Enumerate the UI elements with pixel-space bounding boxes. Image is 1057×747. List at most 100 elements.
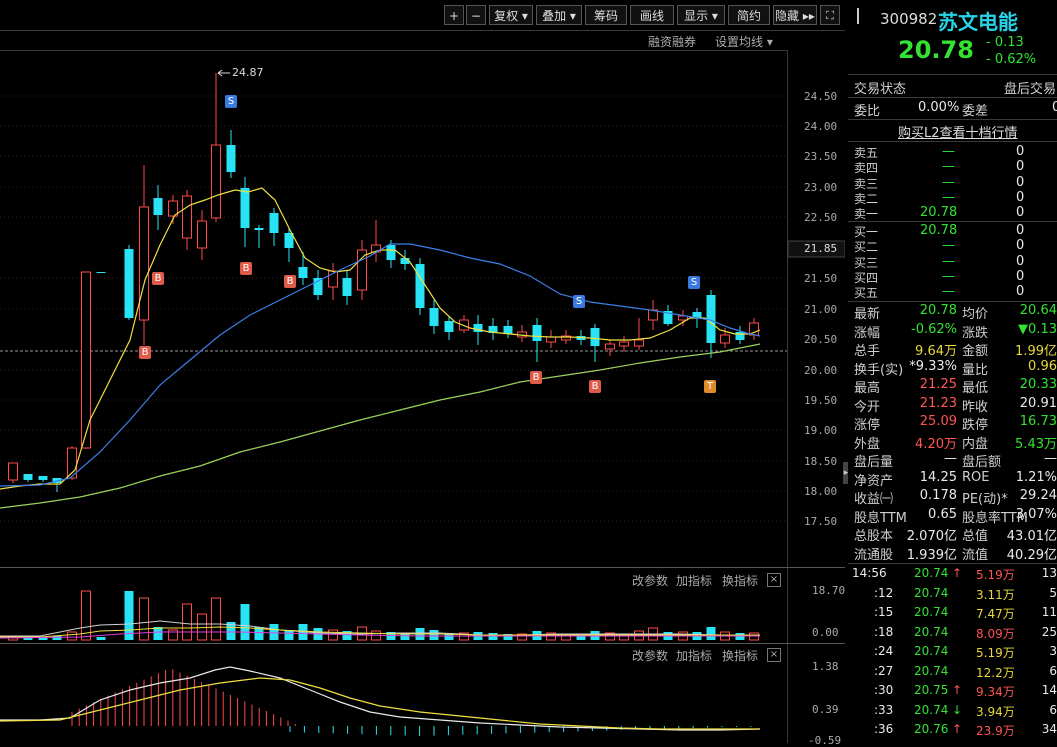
vol-huanzhibiao-link[interactable]: 换指标 bbox=[722, 574, 759, 588]
stock-name: 苏文电能 bbox=[938, 10, 1018, 34]
buy-signal-icon[interactable]: B bbox=[589, 380, 601, 393]
tick-row[interactable]: 14:56 20.74 ↑ 5.19万 13 bbox=[848, 565, 1057, 585]
orderbook-volume: 0 bbox=[1016, 144, 1025, 159]
stat-value: 20.33 bbox=[1019, 377, 1057, 392]
price-tick: 17.50 bbox=[804, 515, 838, 528]
tick-count: 6 bbox=[1049, 663, 1057, 678]
macd-jiazhibiao-link[interactable]: 加指标 bbox=[676, 649, 713, 663]
buy-signal-icon[interactable]: B bbox=[139, 346, 151, 359]
tick-row[interactable]: :24 20.74 5.19万 3 bbox=[848, 643, 1057, 663]
macd-gaicanshu-link[interactable]: 改参数 bbox=[632, 649, 669, 663]
fuquan-button[interactable]: 复权 ▾ bbox=[489, 5, 533, 25]
stat-value: 20.78 bbox=[919, 303, 957, 318]
orderbook-volume: 0 bbox=[1016, 189, 1025, 205]
tick-price: 20.75 bbox=[914, 683, 949, 697]
price-tick: 21.50 bbox=[804, 272, 838, 285]
tick-row[interactable]: :18 20.74 8.09万 25 bbox=[848, 624, 1057, 644]
quote-panel: 300982 苏文电能 20.78 - 0.13 - 0.62% 交易状态 盘后… bbox=[848, 0, 1057, 743]
tick-count: 13 bbox=[1041, 566, 1057, 580]
tick-time: :36 bbox=[874, 722, 894, 736]
stat-label: 跌停 bbox=[962, 418, 989, 433]
orderbook-price: — bbox=[942, 159, 955, 175]
volume-bar bbox=[226, 622, 236, 640]
orderbook-row: 卖二 — 0 bbox=[848, 189, 1057, 206]
t-signal-icon[interactable]: T bbox=[704, 380, 716, 393]
macd-axis-tick: 0.39 bbox=[812, 703, 839, 716]
candle-body bbox=[357, 249, 367, 291]
macd-huanzhibiao-link[interactable]: 换指标 bbox=[722, 649, 759, 663]
volume-bar bbox=[328, 629, 338, 641]
sidebar-toggle-icon[interactable] bbox=[854, 8, 866, 24]
tick-time: 14:56 bbox=[852, 566, 887, 580]
price-tick: 19.00 bbox=[804, 424, 838, 437]
diejia-button[interactable]: 叠加 ▾ bbox=[536, 5, 582, 25]
tick-row[interactable]: :27 20.74 12.2万 6 bbox=[848, 663, 1057, 683]
stat-value: 14.25 bbox=[919, 469, 957, 485]
tick-arrow-icon: ↑ bbox=[952, 722, 963, 736]
candle-body bbox=[96, 272, 106, 273]
macd-close-icon[interactable]: × bbox=[767, 648, 781, 662]
volume-bar bbox=[38, 637, 48, 640]
l2-purchase-link[interactable]: 购买L2查看十档行情 bbox=[898, 126, 1018, 141]
expand-icon[interactable]: ⛶ bbox=[820, 5, 840, 25]
sell-signal-icon[interactable]: S bbox=[573, 295, 585, 308]
tick-volume: 7.47万 bbox=[976, 607, 1015, 621]
tick-row[interactable]: :33 20.74 ↓ 3.94万 6 bbox=[848, 702, 1057, 722]
price-tick: 23.50 bbox=[804, 150, 838, 163]
buy-signal-icon[interactable]: B bbox=[530, 371, 542, 384]
rzrq-link[interactable]: 融资融券 bbox=[648, 35, 697, 49]
orderbook-label: 卖四 bbox=[854, 161, 879, 176]
tick-time: :24 bbox=[874, 644, 894, 658]
stat-value: 5.43万 bbox=[1015, 436, 1057, 452]
sell-signal-icon[interactable]: S bbox=[688, 276, 700, 289]
orderbook-row: 买五 — 0 bbox=[848, 284, 1057, 301]
orderbook-label: 买五 bbox=[854, 286, 879, 301]
jianyue-button[interactable]: 简约 bbox=[728, 5, 770, 25]
xianshi-button[interactable]: 显示 ▾ bbox=[677, 5, 725, 25]
vol-close-icon[interactable]: × bbox=[767, 573, 781, 587]
tick-row[interactable]: :36 20.76 ↑ 23.9万 34 bbox=[848, 721, 1057, 741]
vol-jiazhibiao-link[interactable]: 加指标 bbox=[676, 574, 713, 588]
orderbook-price: — bbox=[942, 253, 955, 269]
tick-volume: 3.94万 bbox=[976, 704, 1015, 719]
price-tick: 24.00 bbox=[804, 120, 838, 133]
volume-bar bbox=[342, 631, 352, 640]
tick-row[interactable]: :30 20.75 ↑ 9.34万 14 bbox=[848, 682, 1057, 702]
yincang-button[interactable]: 隐藏 ▸▸ bbox=[773, 5, 817, 25]
buy-signal-icon[interactable]: B bbox=[240, 262, 252, 275]
tick-row[interactable]: :15 20.74 7.47万 11 bbox=[848, 604, 1057, 624]
huaxian-button[interactable]: 画线 bbox=[630, 5, 674, 25]
vol-gaicanshu-link[interactable]: 改参数 bbox=[632, 574, 669, 588]
tick-count: 11 bbox=[1041, 605, 1057, 619]
tick-price: 20.74 bbox=[914, 702, 949, 717]
volume-bar bbox=[444, 633, 454, 640]
candle-body bbox=[226, 145, 236, 172]
tick-row[interactable]: :12 20.74 3.11万 5 bbox=[848, 585, 1057, 605]
sheding-junxian-link[interactable]: 设置均线 ▾ bbox=[715, 35, 773, 49]
stat-label: 总手 bbox=[854, 344, 881, 359]
stats-row: 外盘 4.20万 内盘 5.43万 bbox=[848, 433, 1057, 453]
stat-value: *9.33% bbox=[909, 358, 957, 374]
collapse-handle-icon[interactable]: ▸ bbox=[843, 462, 849, 484]
candle-body bbox=[298, 267, 308, 278]
price-tick: 18.50 bbox=[804, 455, 838, 468]
zoom-out-button[interactable]: − bbox=[466, 5, 486, 25]
tick-arrow-icon: ↓ bbox=[952, 702, 963, 717]
candle-body bbox=[269, 213, 279, 233]
volume-bar bbox=[284, 630, 294, 640]
zoom-in-button[interactable]: + bbox=[444, 5, 464, 25]
candle-body bbox=[720, 334, 730, 344]
stat-value: 4.20万 bbox=[915, 436, 957, 452]
chouma-button[interactable]: 筹码 bbox=[585, 5, 627, 25]
tick-arrow-icon: ↑ bbox=[952, 566, 963, 580]
volume-bar bbox=[503, 634, 513, 640]
buy-signal-icon[interactable]: B bbox=[284, 275, 296, 288]
price-tick: 22.50 bbox=[804, 211, 838, 224]
volume-bar bbox=[459, 632, 469, 641]
buy-signal-icon[interactable]: B bbox=[152, 272, 164, 285]
candle-body bbox=[444, 321, 454, 332]
stat-value: 1.99亿 bbox=[1015, 344, 1057, 359]
orderbook-row: 买二 — 0 bbox=[848, 238, 1057, 254]
sell-signal-icon[interactable]: S bbox=[225, 95, 237, 108]
kline-chart[interactable] bbox=[0, 0, 845, 743]
